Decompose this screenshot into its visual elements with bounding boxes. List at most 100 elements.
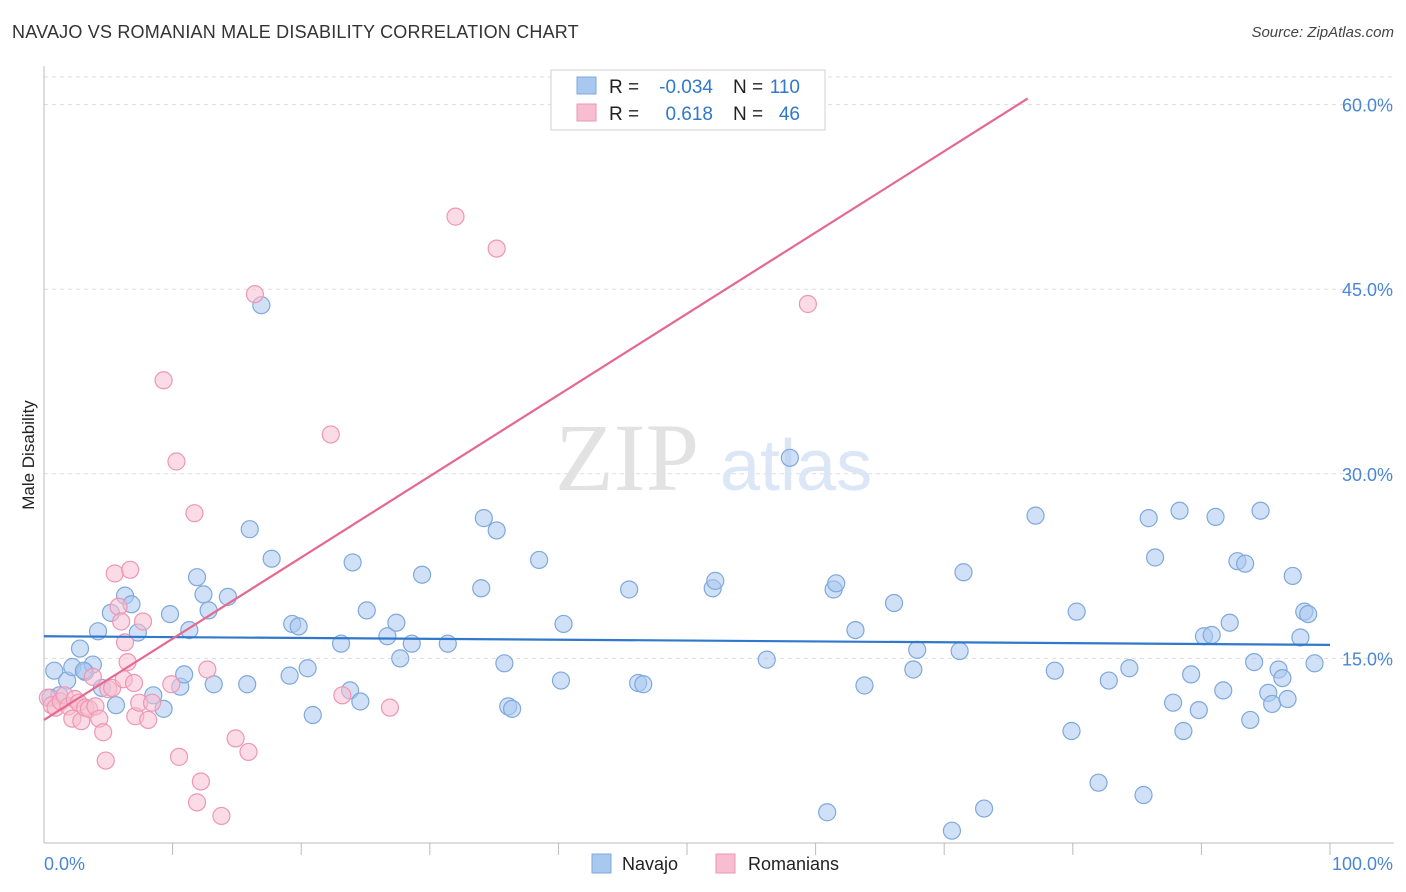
navajo-point (1263, 694, 1282, 714)
navajo-point (289, 617, 308, 636)
y-tick-label: 30.0% (1342, 465, 1393, 485)
trend-lines (43, 97, 1331, 721)
navajo-point (280, 666, 299, 685)
navajo-point (298, 659, 317, 678)
navajo-point (1026, 506, 1045, 525)
navajo-point (1174, 721, 1193, 741)
navajo-point (1182, 665, 1201, 684)
navajo-point (1241, 710, 1260, 730)
navajo-point (357, 601, 376, 620)
y-tick-labels: 15.0% 30.0% 45.0% 60.0% (1342, 96, 1393, 670)
romanian-n-value: 46 (779, 104, 800, 125)
navajo-r-value: -0.034 (659, 77, 713, 98)
navajo-point (106, 696, 126, 715)
navajo-point (175, 665, 194, 684)
navajo-point (1202, 625, 1221, 645)
romanian-point (798, 294, 817, 314)
navajo-point (551, 671, 571, 690)
navajo-point (757, 650, 776, 669)
romanian-point (239, 742, 258, 762)
stats-legend: R = -0.034 N = 110 R = 0.618 N = 46 (550, 69, 826, 131)
navajo-point (194, 585, 213, 604)
navajo-point (942, 821, 962, 840)
x-tick-label-min: 0.0% (44, 854, 85, 874)
navajo-point (1206, 507, 1225, 526)
romanian-point (191, 772, 210, 791)
watermark-atlas: atlas (720, 426, 872, 506)
y-tick-label: 15.0% (1342, 649, 1393, 669)
stats-legend-box (550, 69, 826, 131)
romanian-trend-line (43, 97, 1029, 721)
romanian-point (96, 751, 115, 770)
navajo-point (1283, 566, 1302, 586)
romanian-point (124, 673, 144, 693)
navajo-point (1220, 613, 1239, 632)
navajo-point (331, 634, 351, 653)
navajo-point (487, 521, 506, 540)
watermark-zip: ZIP (555, 404, 699, 511)
navajo-point (343, 553, 362, 572)
navajo-point (908, 640, 927, 659)
romanian-point (226, 729, 245, 748)
navajo-point (1045, 661, 1064, 680)
navajo-point (1120, 659, 1139, 678)
navajo-point (950, 641, 969, 661)
romanian-r-label: R = (609, 104, 639, 125)
romanian-point (212, 806, 231, 826)
navajo-point (187, 568, 207, 587)
romanian-swatch (576, 103, 597, 122)
navajo-point (503, 699, 522, 718)
y-axis-label: Male Disability (19, 400, 38, 510)
romanian-point (446, 207, 465, 226)
navajo-point (160, 604, 180, 624)
navajo-trend-line (43, 635, 1331, 646)
navajo-point (1189, 700, 1208, 720)
romanian-point (142, 693, 162, 712)
navajo-n-value: 110 (770, 77, 800, 98)
navajo-point (1099, 671, 1118, 690)
navajo-point (620, 580, 639, 599)
navajo-n-label: N = (733, 77, 763, 98)
romanian-point (105, 564, 124, 583)
navajo-point (706, 571, 725, 590)
navajo-point (472, 579, 491, 598)
navajo-point (974, 799, 994, 818)
romanian-point (198, 660, 217, 679)
y-tick-label: 45.0% (1342, 280, 1393, 300)
navajo-points (41, 296, 1324, 840)
axes (43, 66, 1394, 844)
romanian-point (154, 371, 173, 390)
romanian-point (162, 675, 181, 694)
navajo-point (884, 593, 904, 613)
romanian-point (187, 793, 207, 812)
romanian-point (121, 560, 140, 579)
navajo-point (391, 649, 410, 668)
navajo-point (262, 549, 281, 568)
romanian-point (139, 710, 158, 730)
navajo-point (1067, 602, 1086, 621)
navajo-point (1245, 652, 1264, 672)
romanian-point (109, 597, 128, 616)
watermark: ZIP atlas (555, 404, 872, 511)
romanian-point (487, 239, 506, 258)
navajo-point (818, 803, 837, 822)
navajo-point (780, 448, 799, 467)
navajo-point (904, 660, 923, 679)
navajo-point (70, 639, 90, 658)
navajo-point (855, 676, 874, 695)
navajo-point (45, 661, 64, 680)
navajo-point (1062, 721, 1081, 741)
y-tick-label: 60.0% (1342, 96, 1393, 116)
romanian-point (245, 285, 265, 304)
navajo-point (1139, 509, 1158, 528)
navajo-point (378, 627, 397, 646)
romanian-point (94, 723, 113, 742)
romanian-point (112, 612, 131, 631)
navajo-point (1134, 785, 1153, 805)
navajo-point (1170, 501, 1189, 520)
navajo-point (1273, 668, 1292, 688)
romanian-point (380, 698, 400, 717)
romanian-point (115, 633, 135, 652)
romanian-point (83, 667, 102, 686)
navajo-point (303, 705, 322, 725)
